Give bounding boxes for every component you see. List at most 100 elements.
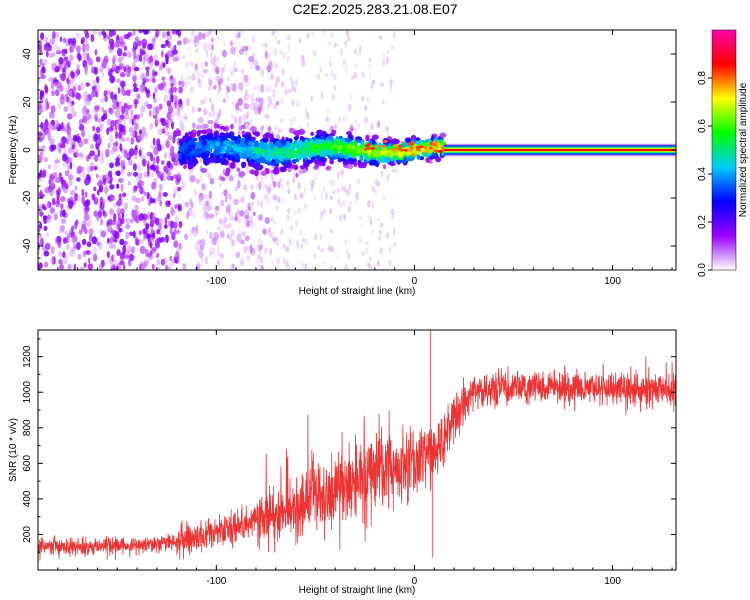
spectrogram-cell	[223, 63, 226, 71]
spectrogram-cell	[240, 161, 247, 169]
spectrogram-cell	[90, 166, 94, 172]
spectrogram-cell	[171, 231, 175, 241]
spectrogram-cell	[269, 161, 277, 166]
spectrogram-cell	[281, 139, 287, 146]
spectrogram-cell	[196, 39, 200, 46]
spectrogram-cell	[368, 57, 372, 63]
spectrogram-cell	[405, 151, 413, 156]
spectrogram-cell	[70, 71, 75, 79]
spectrogram-cell	[198, 250, 204, 259]
spectrogram-cell	[215, 141, 220, 147]
spectrogram-cell	[180, 74, 184, 80]
x-tick-label: -100	[206, 576, 226, 587]
spectrogram-cell	[245, 219, 251, 228]
spectrogram-cell	[55, 200, 60, 208]
spectrogram-cell	[166, 213, 170, 220]
spectrogram-cell	[111, 63, 117, 70]
spectrogram-cell	[65, 87, 71, 96]
spectrogram-cell	[149, 241, 153, 249]
spectrogram-cell	[67, 174, 74, 181]
spectrogram-cell	[328, 179, 333, 186]
spectrogram-cell	[193, 39, 197, 48]
spectrogram-cell	[342, 213, 347, 221]
spectrogram-cell	[361, 71, 365, 78]
spectrogram-cell	[319, 234, 322, 241]
spectrogram-cell	[371, 139, 376, 145]
spectrogram-cell	[174, 96, 179, 104]
spectrogram-cell	[74, 92, 81, 100]
spectrogram-cell	[228, 235, 233, 241]
spectrogram-cell	[211, 37, 214, 43]
spectrogram-cell	[56, 81, 62, 89]
spectrogram-cell	[240, 87, 243, 94]
spectrogram-cell	[287, 166, 292, 173]
spectrogram-cell	[178, 86, 183, 94]
spectrogram-cell	[392, 31, 396, 39]
y-tick-label: 400	[22, 490, 33, 507]
spectrogram-cell	[144, 258, 150, 265]
spectrogram-cell	[55, 46, 61, 54]
spectrogram-cell	[57, 146, 62, 154]
spectrogram-cell	[220, 191, 224, 196]
spectrogram-cell	[87, 257, 91, 264]
spectrogram-cell	[264, 132, 271, 139]
spectrogram-cell	[124, 224, 131, 230]
spectrogram-cell	[177, 229, 180, 235]
spectrogram-cell	[176, 30, 179, 35]
spectrogram-cell	[267, 101, 272, 108]
spectrogram-cell	[114, 231, 120, 240]
spectrogram-cell	[393, 229, 396, 236]
spectrogram-cell	[319, 66, 322, 73]
spectrogram-cell	[172, 49, 178, 55]
spectrogram-cell	[130, 109, 133, 117]
spectrogram-cell	[332, 93, 335, 101]
spectrogram-cell	[245, 165, 249, 172]
spectrogram-cell	[341, 137, 345, 143]
spectrogram-cell	[112, 55, 117, 61]
spectrogram-cell	[285, 260, 290, 268]
spectrogram-cell	[261, 69, 265, 77]
spectrogram-cell	[232, 101, 235, 106]
spectrogram-cell	[119, 143, 123, 152]
spectrogram-cell	[252, 211, 256, 217]
spectrogram-cell	[197, 107, 202, 113]
spectrogram-cell	[49, 138, 55, 145]
spectrogram-cell	[260, 200, 264, 209]
spectrogram-cell	[224, 195, 228, 203]
spectrogram-cell	[197, 77, 201, 84]
spectrogram-cell	[158, 218, 163, 227]
spectrogram-cell	[217, 250, 220, 256]
spectrogram-cell	[237, 97, 243, 106]
spectrogram-cell	[416, 154, 421, 160]
spectrogram-cell	[334, 139, 342, 145]
spectrogram-cell	[187, 38, 191, 44]
spectrogram-cell	[349, 126, 354, 132]
spectrogram-cell	[151, 37, 156, 45]
spectrogram-cell	[163, 125, 166, 132]
spectrogram-y-ticks: -40 -20 0 20 40	[22, 41, 676, 259]
spectrogram-cell	[120, 208, 125, 215]
spectrogram-cell	[85, 82, 90, 87]
spectrogram-cell	[304, 203, 308, 210]
spectrogram-cell	[192, 156, 196, 162]
spectrogram-cell	[39, 238, 43, 245]
spectrogram-cell	[104, 173, 109, 181]
spectrogram-cell	[268, 60, 273, 66]
spectrogram-cell	[152, 98, 157, 103]
spectrogram-cell	[134, 236, 138, 245]
spectrogram-cell	[209, 247, 215, 256]
spectrogram-cell	[142, 207, 146, 212]
spectrogram-cell	[204, 256, 209, 265]
spectrogram-cell	[52, 197, 56, 206]
spectrogram-cell	[297, 206, 301, 214]
spectrogram-cell	[271, 176, 274, 185]
spectrogram-cell	[393, 226, 396, 234]
spectrogram-cell	[145, 89, 151, 94]
spectrogram-cell	[360, 222, 363, 227]
spectrogram-cell	[349, 200, 352, 207]
spectrogram-cell	[38, 77, 41, 84]
spectrogram-cell	[132, 230, 136, 239]
spectrogram-cell	[265, 64, 269, 71]
spectrogram-cell	[255, 97, 261, 103]
spectrogram-cell	[215, 211, 218, 217]
